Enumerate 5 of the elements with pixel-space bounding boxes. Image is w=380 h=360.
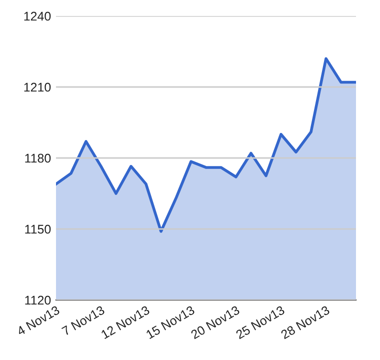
y-tick-label: 1150 [25, 224, 51, 234]
y-tick-label: 1180 [25, 154, 51, 163]
y-tick-label: 1240 [24, 12, 51, 21]
y-tick-label: 1210 [24, 82, 51, 92]
y-tick-label: 1120 [25, 296, 51, 305]
